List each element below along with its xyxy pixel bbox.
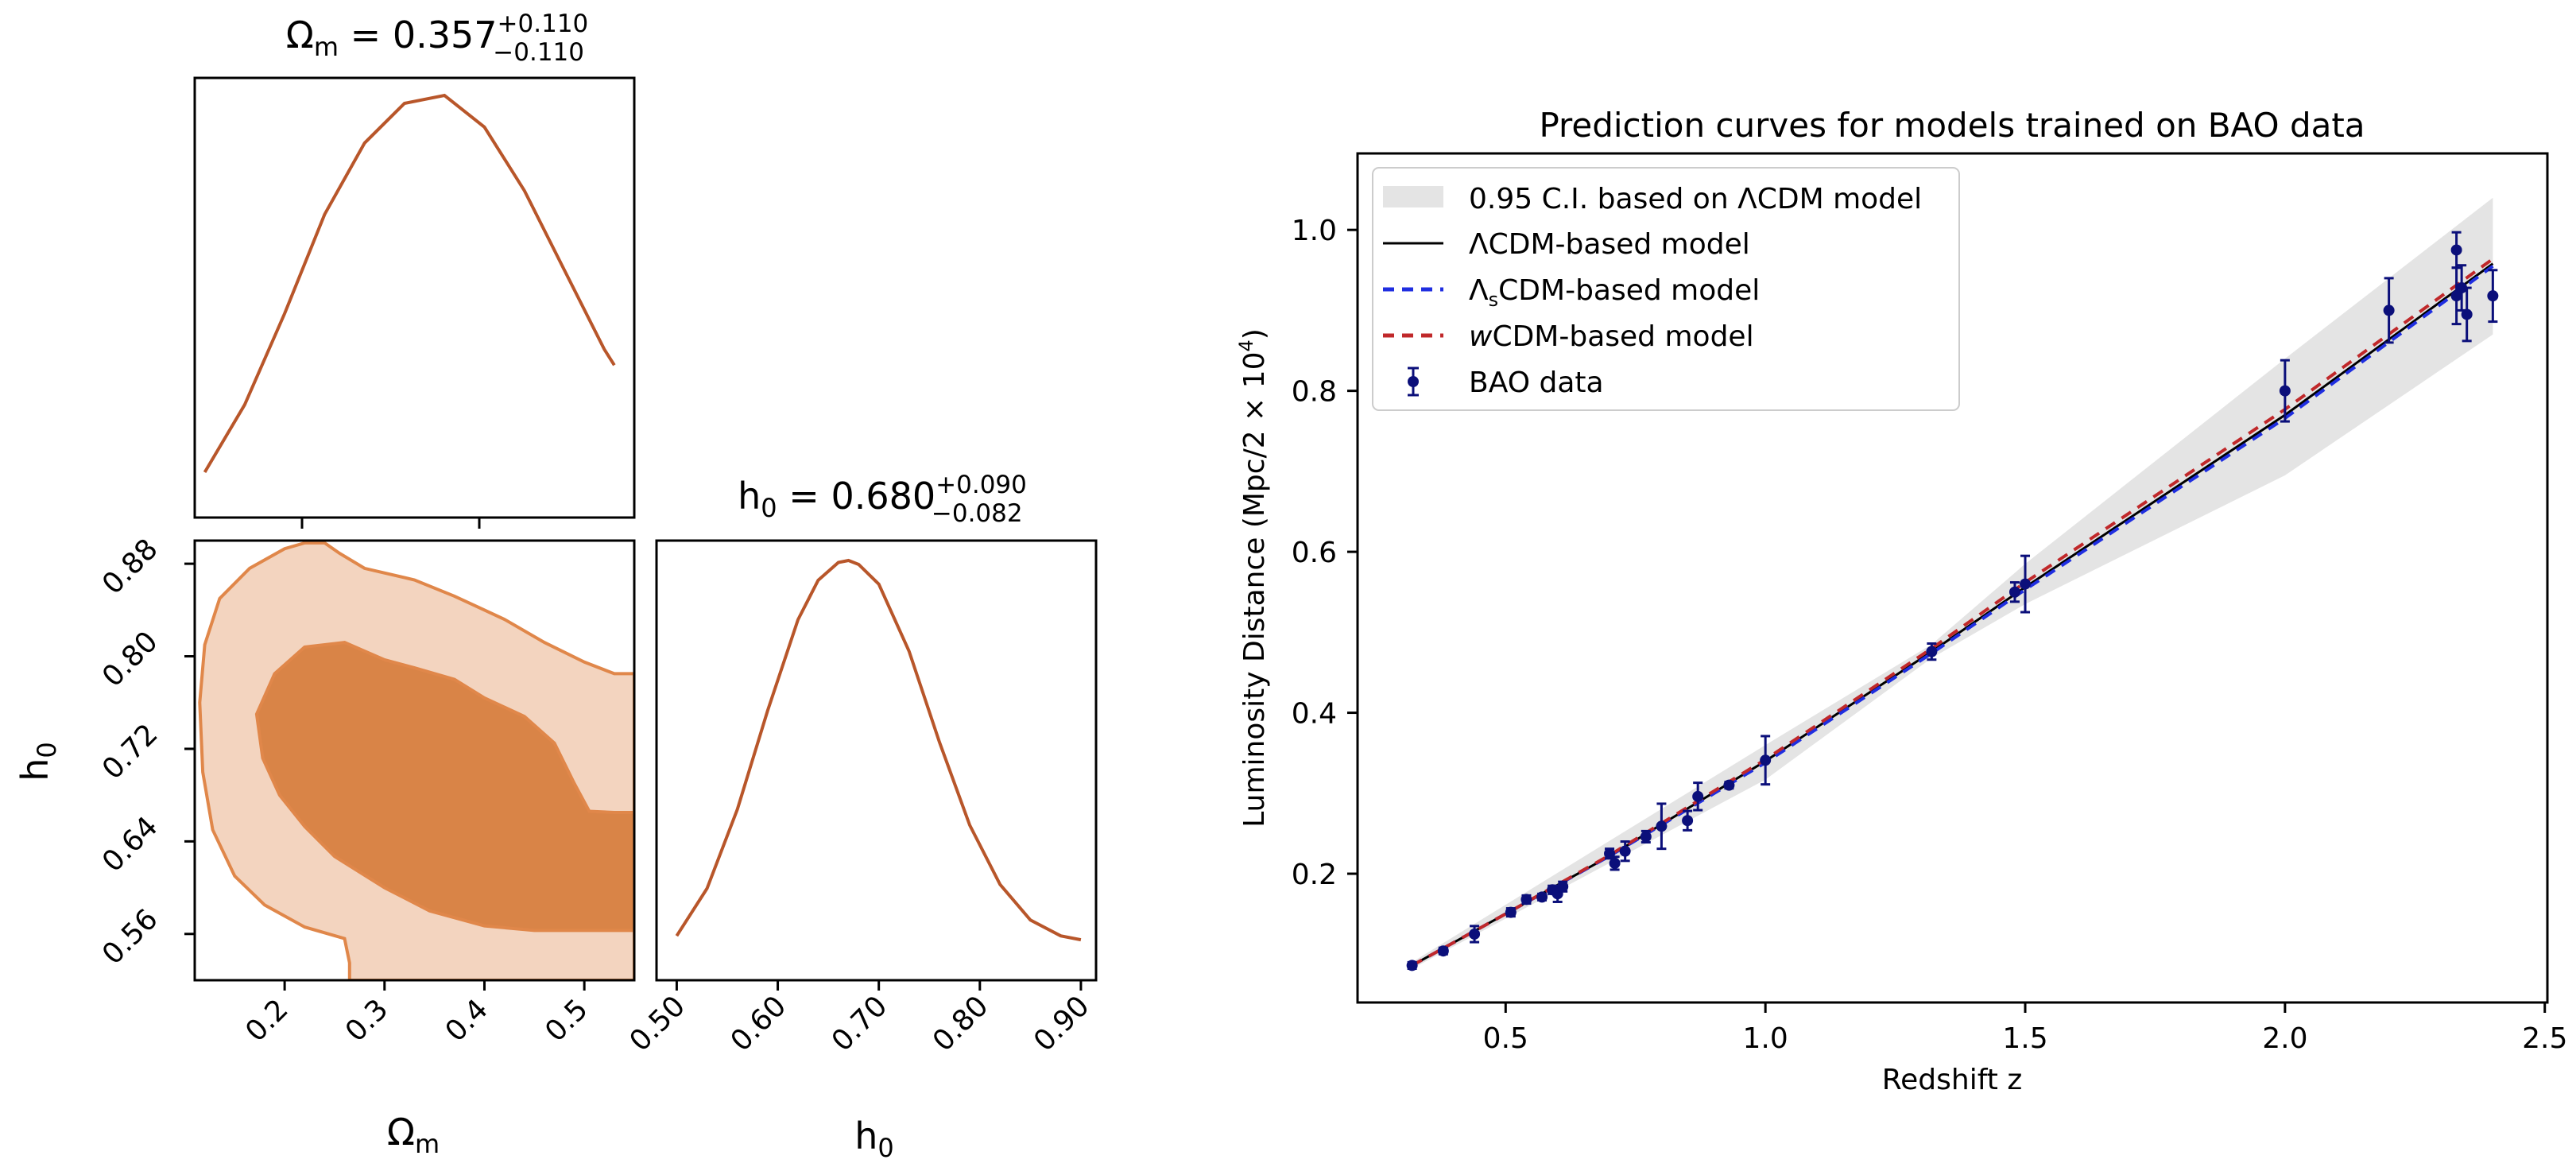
- omega-m-posterior-panel: Ωm = 0.357+0.110 −0.110: [193, 10, 636, 529]
- bao-point: [1692, 781, 1704, 812]
- bao-point: [1760, 735, 1772, 786]
- bao-point: [1469, 925, 1481, 944]
- prediction-y-tick-label: 0.6: [1292, 537, 1337, 569]
- h0-x-tick-label: 0.50: [623, 990, 691, 1058]
- bao-point: [2461, 286, 2473, 343]
- bao-data-points: [1406, 231, 2499, 971]
- prediction-y-tick-label: 1.0: [1292, 215, 1337, 247]
- prediction-x-tick-label: 2.5: [2522, 1022, 2567, 1055]
- bao-point: [1557, 880, 1569, 893]
- contour-y-ticks: 0.88 0.80 0.72 0.64 0.56: [96, 533, 195, 971]
- prediction-x-tick-label: 2.0: [2262, 1022, 2307, 1055]
- contour-x-tick-label: 0.3: [339, 993, 394, 1048]
- prediction-x-tick-label: 1.5: [2002, 1022, 2047, 1055]
- prediction-x-tick-label: 1.0: [1743, 1022, 1788, 1055]
- omega-m-posterior-frame: [193, 76, 636, 519]
- prediction-y-tick-label: 0.2: [1292, 859, 1337, 891]
- prediction-x-axis-label: Redshift z: [1882, 1064, 2022, 1096]
- h0-x-axis-label: h0: [854, 1115, 894, 1163]
- h0-posterior-frame: [655, 539, 1098, 982]
- h0-x-tick-label: 0.80: [927, 990, 995, 1058]
- h0-posterior-panel: h0 = 0.680+0.090 −0.082 0.50 0.60 0.70 0.80 0…: [623, 471, 1098, 1163]
- model-curve-1: [1411, 265, 2494, 968]
- prediction-y-axis-label: Luminosity Distance (Mpc/2 × 104): [1235, 328, 1271, 828]
- h0-posterior-curve: [675, 558, 1082, 942]
- bao-point: [1656, 802, 1668, 851]
- bao-point: [2020, 554, 2032, 614]
- contour-x-tick-label: 0.4: [440, 993, 494, 1048]
- prediction-y-ticks: 0.2 0.4 0.6 0.8 1.0: [1292, 215, 1358, 891]
- contour-frame: [193, 539, 636, 982]
- h0-axis-label: h0: [14, 742, 62, 781]
- legend-bao-label: BAO data: [1469, 366, 1604, 399]
- prediction-x-tick-label: 0.5: [1483, 1022, 1528, 1055]
- omega-m-param-title: Ωm = 0.357+0.110 −0.110: [286, 10, 589, 67]
- bao-point: [1437, 945, 1449, 957]
- contour-x-tick-label: 0.5: [539, 993, 594, 1048]
- prediction-x-ticks: 0.5 1.0 1.5 2.0 2.5: [1483, 1002, 2567, 1055]
- bao-point: [2279, 359, 2291, 423]
- bao-point: [1609, 855, 1621, 871]
- bao-point: [1723, 779, 1735, 791]
- prediction-plot-frame: [1356, 152, 2549, 1004]
- legend-bao-marker: [1408, 376, 1419, 387]
- h0-param-title: h0 = 0.680+0.090 −0.082: [738, 471, 1027, 528]
- bao-point: [2383, 277, 2395, 344]
- legend-wcdm-label: wCDM-based model: [1469, 320, 1754, 353]
- contour-y-tick-label: 0.56: [96, 903, 165, 971]
- omega-m-posterior-curve: [203, 93, 616, 474]
- bao-point: [1640, 829, 1652, 844]
- contour-y-tick-label: 0.80: [96, 626, 165, 694]
- bao-point: [1926, 642, 1938, 661]
- h0-x-tick-label: 0.60: [725, 990, 793, 1058]
- contour-y-tick-label: 0.64: [96, 810, 165, 878]
- prediction-y-tick-label: 0.4: [1292, 698, 1337, 731]
- contour-68-region: [254, 641, 634, 933]
- bao-point: [1536, 891, 1548, 903]
- bao-point: [1505, 906, 1517, 918]
- model-curve-2: [1411, 257, 2494, 968]
- h0-x-tick-label: 0.90: [1028, 990, 1096, 1058]
- legend-ci-label: 0.95 C.I. based on ΛCDM model: [1469, 183, 1922, 215]
- legend: 0.95 C.I. based on ΛCDM model ΛCDM-based…: [1372, 167, 1960, 411]
- contour-x-tick-label: 0.2: [239, 993, 294, 1048]
- contour-y-tick-label: 0.72: [96, 718, 165, 786]
- legend-lcdm-label: ΛCDM-based model: [1469, 228, 1750, 261]
- contour-x-ticks: 0.2 0.3 0.4 0.5: [239, 980, 595, 1049]
- bao-point: [2009, 581, 2020, 603]
- contour-y-tick-label: 0.88: [96, 533, 165, 601]
- prediction-y-tick-label: 0.8: [1292, 376, 1337, 409]
- prediction-plot-title: Prediction curves for models trained on …: [1539, 106, 2365, 145]
- bao-point: [1406, 960, 1418, 971]
- bao-point: [2450, 266, 2462, 326]
- h0-x-tick-label: 0.70: [826, 990, 894, 1058]
- legend-ci-swatch: [1383, 186, 1443, 207]
- prediction-plot: Prediction curves for models trained on …: [1235, 106, 2567, 1096]
- bao-point: [1520, 894, 1532, 905]
- h0-x-ticks: 0.50 0.60 0.70 0.80 0.90: [623, 980, 1096, 1058]
- bao-point: [1619, 840, 1631, 863]
- bao-point: [1682, 809, 1694, 832]
- legend-box: [1372, 167, 1960, 411]
- contour-panel: 0.88 0.80 0.72 0.64 0.56 0.2 0.3 0.4 0.5 h0 Ωm: [14, 533, 636, 1159]
- bao-point: [2487, 269, 2499, 324]
- legend-lscdm-label: ΛsCDM-based model: [1469, 274, 1760, 311]
- omega-m-axis-label: Ωm: [387, 1111, 440, 1159]
